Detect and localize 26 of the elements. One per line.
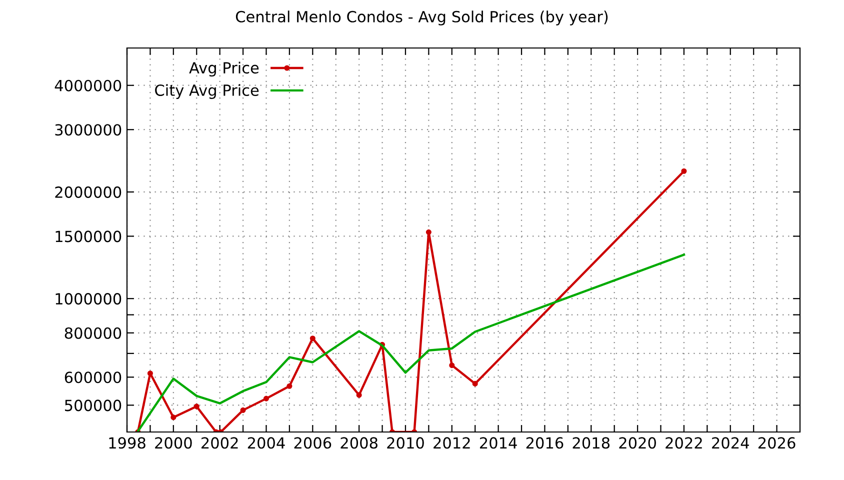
x-tick-label: 2018 <box>572 437 610 449</box>
x-tick-label: 2008 <box>340 437 378 449</box>
x-tick-label: 2002 <box>202 437 238 449</box>
x-tick-label: 2012 <box>434 437 470 449</box>
legend-label: Avg Price <box>189 62 259 77</box>
x-tick-label: 2000 <box>155 437 192 449</box>
y-tick-label: 600000 <box>64 372 122 384</box>
x-tick-label: 2014 <box>480 437 517 449</box>
y-tick-label: 800000 <box>64 327 122 339</box>
chart-title: Central Menlo Condos - Avg Sold Prices (by year) <box>236 10 608 26</box>
x-tick-label: 2010 <box>387 437 424 449</box>
y-tick-label: 4000000 <box>54 80 122 92</box>
x-tick-label: 2024 <box>712 437 749 449</box>
y-tick-label: 2000000 <box>55 186 122 198</box>
x-tick-label: 2026 <box>758 437 796 449</box>
x-tick-label: 2016 <box>526 437 564 449</box>
y-tick-label: 1500000 <box>56 230 122 242</box>
x-tick-label: 1998 <box>109 437 146 449</box>
legend-label: City Avg Price <box>155 84 259 99</box>
x-tick-label: 2004 <box>248 437 285 449</box>
y-tick-label: 500000 <box>64 400 122 412</box>
y-tick-label: 3000000 <box>55 124 122 136</box>
x-tick-label: 2022 <box>666 437 702 449</box>
y-tick-label: 1000000 <box>56 293 122 305</box>
x-tick-label: 2006 <box>294 437 332 449</box>
x-tick-label: 2020 <box>619 437 656 449</box>
